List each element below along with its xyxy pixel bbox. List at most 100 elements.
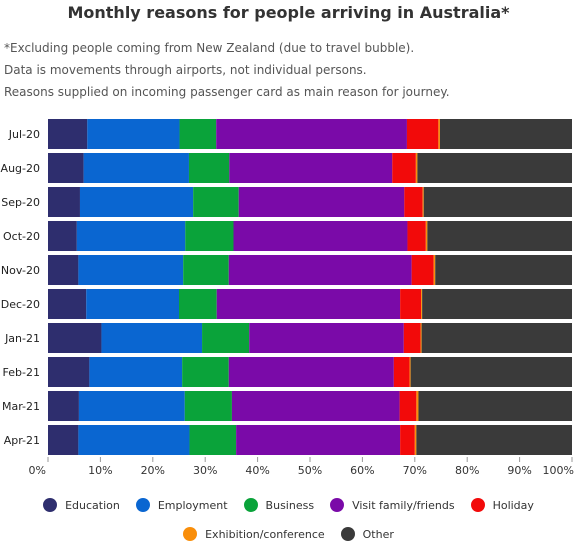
bar-segment-employment	[86, 289, 179, 319]
bar-segment-visit-family-friends	[231, 391, 400, 421]
category-label: Dec-20	[1, 298, 40, 311]
bar-segment-visit-family-friends	[233, 221, 408, 251]
chart-title: Monthly reasons for people arriving in A…	[67, 3, 510, 22]
legend-row-2: Exhibition/conference Other	[0, 527, 577, 541]
legend-item: Other	[340, 527, 394, 541]
bar-segment-holiday	[399, 391, 417, 421]
legend-item: Exhibition/conference	[183, 527, 325, 541]
legend-label: Other	[362, 527, 394, 541]
bar-segment-employment	[78, 255, 184, 285]
category-label: Jul-20	[8, 128, 40, 141]
category-label: Aug-20	[1, 162, 40, 175]
bar-segment-other	[422, 289, 572, 319]
legend-swatch	[243, 498, 258, 512]
legend-swatch	[135, 498, 150, 512]
bar-segment-other	[439, 119, 572, 149]
bar-segment-business	[202, 323, 250, 353]
x-tick-label: 90%	[507, 464, 531, 477]
x-tick-label: 20%	[141, 464, 165, 477]
chart-note-2: Data is movements through airports, not …	[4, 63, 367, 77]
bar-segment-education	[48, 187, 80, 217]
legend-swatch	[330, 498, 345, 512]
category-label: Sep-20	[1, 196, 40, 209]
bar-segment-visit-family-friends	[216, 119, 407, 149]
bar-segment-other	[417, 153, 572, 183]
chart-note-3: Reasons supplied on incoming passenger c…	[4, 85, 450, 99]
bar-segment-visit-family-friends	[216, 289, 401, 319]
x-tick-label: 10%	[88, 464, 112, 477]
category-label: Feb-21	[3, 366, 40, 379]
bar-segment-exhibition-conference	[414, 425, 417, 455]
legend-item: Holiday	[470, 498, 534, 512]
bar-segment-education	[48, 153, 84, 183]
bar-segment-visit-family-friends	[229, 153, 393, 183]
x-tick-label: 60%	[350, 464, 374, 477]
bar-segment-business	[185, 221, 234, 251]
legend-swatch	[43, 498, 58, 512]
bar-segment-business	[182, 357, 229, 387]
bar-segment-exhibition-conference	[409, 357, 411, 387]
bar-segment-business	[179, 289, 217, 319]
legend-item: Education	[43, 498, 120, 512]
bar-segment-exhibition-conference	[438, 119, 440, 149]
category-label: Apr-21	[4, 434, 40, 447]
bar-segment-visit-family-friends	[228, 255, 412, 285]
x-tick-label: 80%	[455, 464, 479, 477]
bar-segment-education	[48, 221, 77, 251]
bar-segment-exhibition-conference	[415, 153, 418, 183]
bar-segment-visit-family-friends	[249, 323, 404, 353]
bar-segment-holiday	[407, 221, 426, 251]
bar-segment-employment	[83, 153, 189, 183]
bar-segment-other	[435, 255, 572, 285]
category-label: Nov-20	[1, 264, 40, 277]
bar-segment-employment	[87, 119, 180, 149]
x-tick-label: 100%	[543, 464, 574, 477]
bar-segment-education	[48, 391, 79, 421]
legend-label: Education	[65, 498, 120, 512]
bar-segment-holiday	[406, 119, 439, 149]
bar-segment-employment	[79, 187, 194, 217]
category-label: Oct-20	[3, 230, 40, 243]
bar-segment-holiday	[404, 187, 423, 217]
bar-segment-other	[421, 323, 572, 353]
legend-item: Employment	[135, 498, 228, 512]
bar-segment-education	[48, 323, 102, 353]
bar-segment-other	[423, 187, 572, 217]
bar-segment-other	[416, 425, 572, 455]
bar-segment-visit-family-friends	[236, 425, 401, 455]
category-label: Jan-21	[4, 332, 40, 345]
bar-segment-employment	[78, 425, 190, 455]
bar-segment-education	[48, 119, 88, 149]
x-tick-label: 0%	[29, 464, 46, 477]
bar-segment-holiday	[403, 323, 421, 353]
legend-swatch	[340, 527, 355, 541]
legend-item: Visit family/friends	[330, 498, 455, 512]
bar-segment-visit-family-friends	[238, 187, 405, 217]
bar-segment-exhibition-conference	[433, 255, 436, 285]
bar-segment-holiday	[393, 357, 410, 387]
bar-segment-employment	[78, 391, 185, 421]
bar-segment-holiday	[411, 255, 434, 285]
bar-segment-business	[183, 255, 229, 285]
bar-segment-exhibition-conference	[416, 391, 419, 421]
bar-segment-other	[410, 357, 572, 387]
bar-segment-employment	[76, 221, 186, 251]
bar-segment-exhibition-conference	[425, 221, 428, 251]
x-tick-label: 40%	[245, 464, 269, 477]
legend-item: Business	[243, 498, 314, 512]
legend-label: Holiday	[492, 498, 534, 512]
x-tick-label: 50%	[298, 464, 322, 477]
bar-segment-holiday	[400, 425, 415, 455]
bar-segment-holiday	[392, 153, 416, 183]
bar-segment-employment	[89, 357, 183, 387]
bar-segment-education	[48, 255, 79, 285]
bar-segment-business	[179, 119, 217, 149]
bar-segment-business	[189, 425, 237, 455]
chart-note-1: *Excluding people coming from New Zealan…	[4, 41, 415, 55]
legend-label: Exhibition/conference	[205, 527, 325, 541]
legend-label: Employment	[157, 498, 228, 512]
legend-row-1: Education Employment Business Visit family/…	[0, 498, 577, 512]
bar-segment-other	[427, 221, 572, 251]
bar-segment-exhibition-conference	[420, 323, 422, 353]
